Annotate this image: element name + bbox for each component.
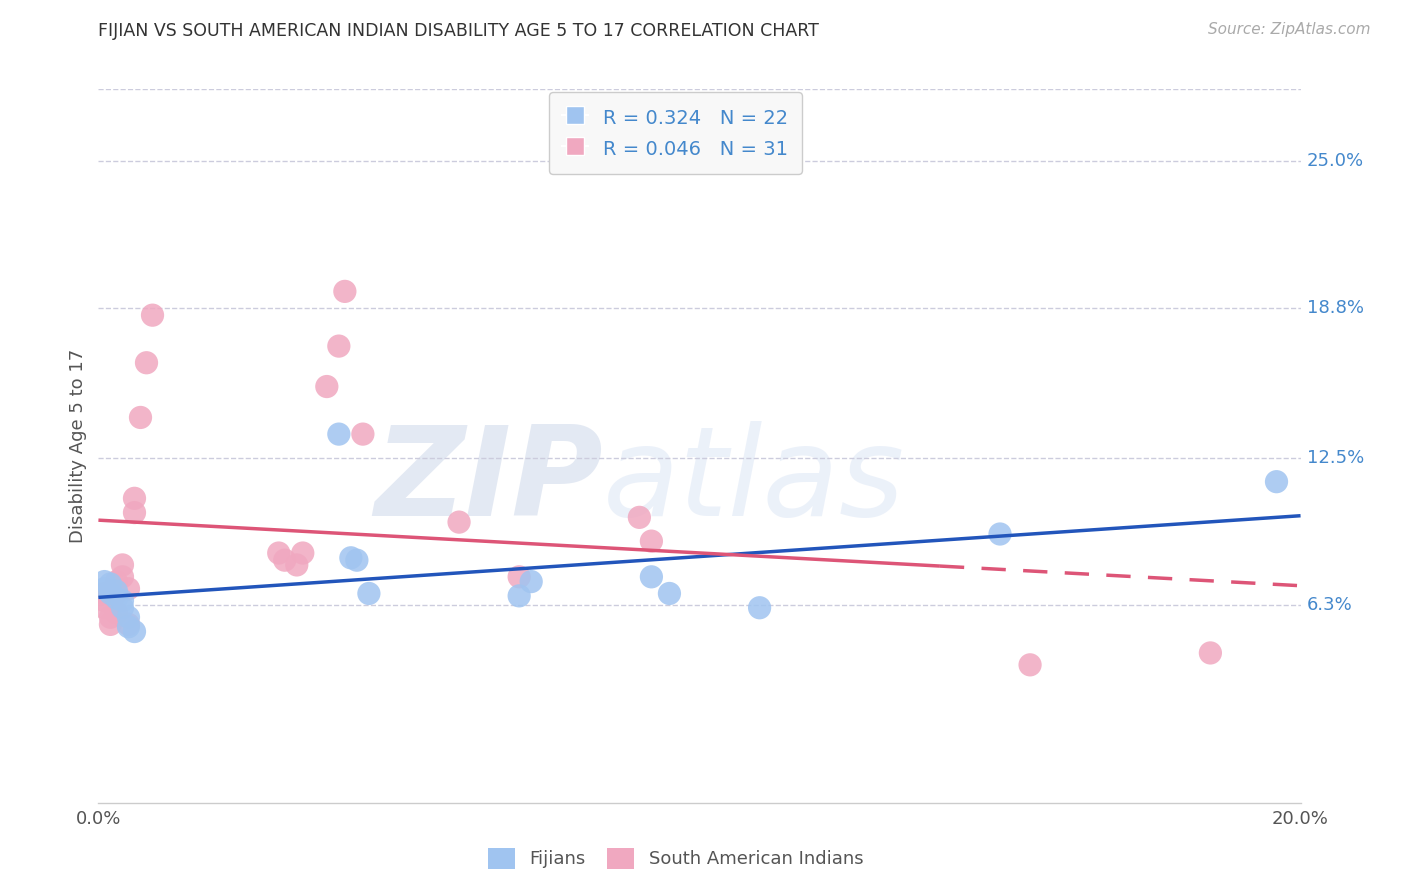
Point [346, 553, 368, 567]
Point [100, 610, 122, 624]
Point [340, 550, 363, 565]
Point [141, 308, 163, 322]
Point [100, 586, 122, 600]
Text: 18.8%: 18.8% [1306, 299, 1364, 317]
Point [111, 600, 134, 615]
Point [640, 534, 662, 549]
Point [129, 410, 152, 425]
Y-axis label: Disability Age 5 to 17: Disability Age 5 to 17 [69, 349, 87, 543]
Point [93, 586, 115, 600]
Point [93, 593, 115, 607]
Point [124, 624, 146, 639]
Point [100, 617, 122, 632]
Point [658, 586, 681, 600]
Point [328, 339, 350, 353]
Point [520, 574, 543, 589]
Point [508, 570, 530, 584]
Point [117, 617, 139, 632]
Point [1265, 475, 1288, 489]
Text: 6.3%: 6.3% [1306, 597, 1353, 615]
Point [100, 577, 122, 591]
Point [640, 570, 662, 584]
Point [333, 285, 356, 299]
Point [135, 356, 157, 370]
Point [105, 586, 128, 600]
Point [285, 558, 308, 572]
Point [93, 574, 115, 589]
Text: Source: ZipAtlas.com: Source: ZipAtlas.com [1208, 22, 1371, 37]
Point [111, 570, 134, 584]
Point [105, 574, 128, 589]
Point [628, 510, 651, 524]
Point [111, 593, 134, 607]
Point [105, 584, 128, 599]
Point [267, 546, 290, 560]
Point [447, 515, 470, 529]
Point [105, 591, 128, 606]
Point [291, 546, 314, 560]
Text: 25.0%: 25.0% [1306, 152, 1364, 169]
Text: ZIP: ZIP [374, 421, 603, 542]
Point [274, 553, 297, 567]
Text: atlas: atlas [603, 421, 905, 542]
Point [1019, 657, 1042, 672]
Point [988, 527, 1011, 541]
Point [105, 606, 128, 620]
Point [111, 558, 134, 572]
Point [93, 582, 115, 596]
Point [508, 589, 530, 603]
Point [124, 491, 146, 506]
Point [117, 610, 139, 624]
Point [748, 600, 770, 615]
Point [357, 586, 380, 600]
Point [117, 582, 139, 596]
Text: 12.5%: 12.5% [1306, 449, 1364, 467]
Point [93, 600, 115, 615]
Point [117, 620, 139, 634]
Point [1199, 646, 1222, 660]
Point [328, 427, 350, 442]
Point [352, 427, 374, 442]
Point [124, 506, 146, 520]
Point [315, 379, 337, 393]
Text: FIJIAN VS SOUTH AMERICAN INDIAN DISABILITY AGE 5 TO 17 CORRELATION CHART: FIJIAN VS SOUTH AMERICAN INDIAN DISABILI… [98, 22, 820, 40]
Legend: Fijians, South American Indians: Fijians, South American Indians [481, 840, 870, 876]
